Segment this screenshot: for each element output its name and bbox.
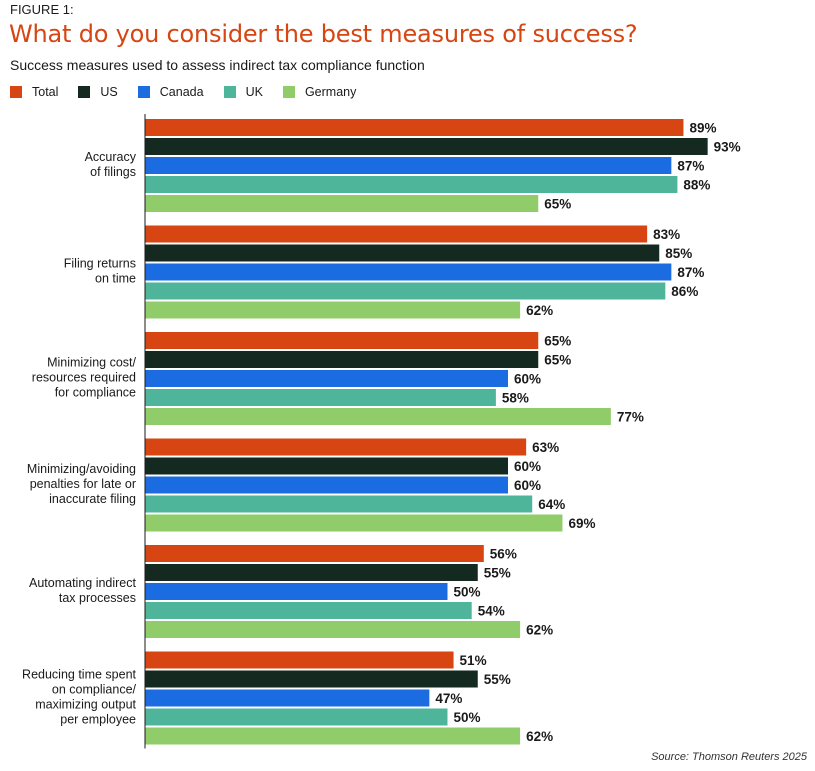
data-label: 55% (484, 672, 511, 687)
data-label: 88% (683, 178, 710, 193)
bar-canada (145, 583, 448, 600)
legend-swatch (223, 86, 236, 98)
data-label: 87% (677, 159, 704, 174)
data-label: 87% (677, 265, 704, 280)
category-label: Filing returns on time (64, 257, 136, 286)
bar-canada (145, 263, 672, 281)
data-label: 55% (484, 566, 511, 581)
legend-swatch (78, 86, 91, 98)
category-group-1: 89% 93% 87% 88% 65% (145, 119, 741, 212)
legend-item-germany: Germany (282, 85, 357, 99)
category-label: Accuracy of filings (85, 150, 137, 179)
data-label: 63% (532, 440, 559, 455)
category-label: Automating indirect tax processes (29, 576, 137, 605)
bar-total (145, 651, 454, 669)
bar-germany (145, 727, 521, 745)
category-group-2: 83% 85% 87% 86% 62% (145, 225, 704, 319)
legend-item-us: US (78, 85, 118, 99)
bar-canada (145, 370, 508, 387)
bar-us (145, 244, 660, 262)
data-label: 50% (454, 710, 481, 725)
legend-item-uk: UK (223, 85, 263, 99)
data-label: 69% (568, 516, 595, 531)
legend-item-total: Total (10, 85, 58, 99)
category-label: Reducing time spent on compliance/maximiz… (22, 668, 136, 727)
bar-us (145, 670, 478, 688)
data-label: 50% (454, 585, 481, 600)
bar-us (145, 351, 539, 368)
data-label: 47% (435, 691, 462, 706)
legend-label: UK (245, 85, 263, 99)
category-label: Minimizing/avoiding penalties for late or… (27, 462, 136, 506)
bar-total (145, 225, 648, 243)
data-label: 77% (617, 410, 644, 425)
bar-germany (145, 408, 611, 425)
bar-germany (145, 195, 539, 212)
bar-us (145, 564, 478, 581)
bar-canada (145, 476, 508, 494)
data-label: 83% (653, 227, 680, 242)
legend-swatch (10, 86, 22, 98)
data-label: 62% (526, 303, 553, 318)
bar-us (145, 457, 508, 475)
chart-title: What do you consider the best measures o… (9, 20, 638, 48)
data-label: 51% (460, 653, 487, 668)
data-label: 54% (478, 604, 505, 619)
legend-label: US (100, 85, 118, 99)
bar-uk (145, 495, 533, 513)
data-label: 58% (502, 391, 529, 406)
bar-germany (145, 621, 521, 638)
legend-label: Total (32, 85, 59, 99)
data-label: 60% (514, 372, 541, 387)
data-label: 65% (544, 197, 571, 212)
data-label: 62% (526, 623, 553, 638)
category-label: Minimizing cost/resources required for co… (32, 356, 137, 400)
category-group-4: 63% 60% 60% 64%69% (145, 438, 595, 532)
data-label: 89% (689, 121, 716, 136)
source-note: Source: Thomson Reuters 2025 (651, 751, 807, 763)
data-label: 85% (665, 246, 692, 261)
data-label: 62% (526, 729, 553, 744)
legend-label: Canada (159, 85, 204, 99)
bar-uk (145, 389, 496, 406)
legend: Total US Canada UK Germany (10, 84, 376, 100)
legend-swatch (282, 86, 295, 98)
legend-item-canada: Canada (137, 85, 204, 99)
bar-uk (145, 708, 448, 726)
bar-canada (145, 157, 672, 174)
data-label: 65% (544, 334, 571, 349)
bar-uk (145, 602, 472, 619)
legend-swatch (137, 86, 150, 98)
bar-germany (145, 301, 521, 319)
data-label: 93% (714, 140, 741, 155)
chart-subtitle: Success measures used to assess indirect… (10, 57, 425, 73)
bar-total (145, 438, 527, 456)
category-group-5: 56% 55%50% 54% 62% (145, 545, 553, 638)
figure-label: FIGURE 1: (10, 2, 74, 17)
category-group-3: 65%65%60%58%77% (145, 332, 644, 425)
bar-total (145, 119, 684, 136)
bar-uk (145, 176, 678, 193)
legend-label: Germany (304, 85, 357, 99)
data-label: 86% (671, 284, 698, 299)
bar-germany (145, 514, 563, 532)
bar-canada (145, 689, 430, 707)
data-label: 64% (538, 497, 565, 512)
data-label: 60% (514, 459, 541, 474)
bar-total (145, 545, 484, 562)
bar-uk (145, 282, 666, 300)
bar-total (145, 332, 539, 349)
data-label: 56% (490, 547, 517, 562)
category-group-6: 51% 55% 47% 50% 62% (145, 651, 553, 745)
bar-us (145, 138, 708, 155)
data-label: 65% (544, 353, 571, 368)
data-label: 60% (514, 478, 541, 493)
